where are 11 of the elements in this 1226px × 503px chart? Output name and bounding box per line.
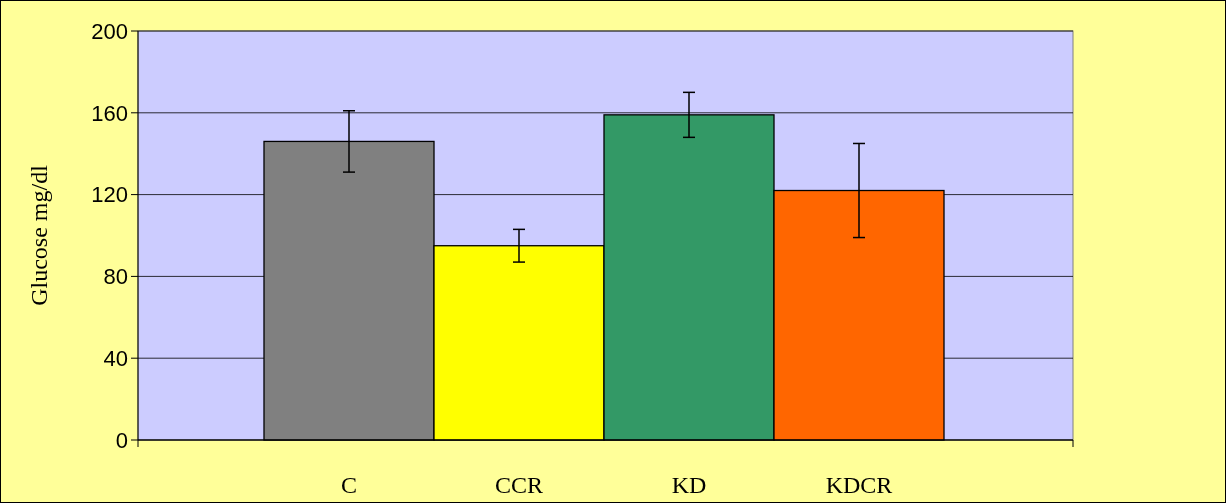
x-tick-label: CCR — [494, 472, 544, 498]
y-tick-label: 160 — [91, 100, 128, 126]
x-tick-label: C — [340, 472, 358, 498]
y-tick-label: 80 — [103, 264, 128, 290]
x-tick-label: KDCR — [825, 472, 893, 498]
y-axis-title: Glucose mg/dl — [26, 164, 52, 306]
y-tick-label: 40 — [103, 345, 128, 371]
y-tick-label: 200 — [91, 18, 128, 44]
y-tick-label: 0 — [115, 427, 128, 453]
x-tick-label: KD — [671, 472, 707, 498]
y-tick-label: 120 — [91, 182, 128, 208]
